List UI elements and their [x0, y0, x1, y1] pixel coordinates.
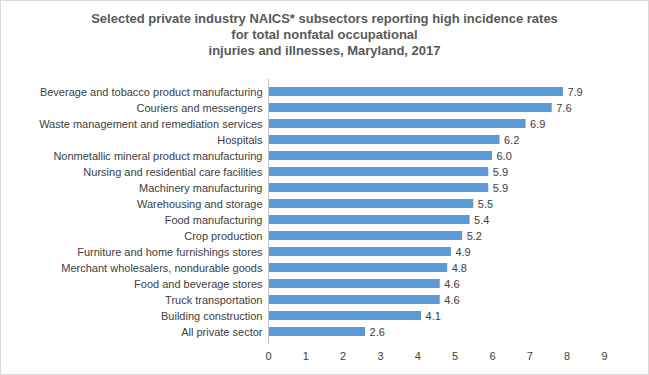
html-text:Selected private industry NAIC: Selected private industry NAICS* subsect… [91, 11, 558, 58]
svg-text:6.9: 6.9 [530, 118, 545, 130]
svg-text:6: 6 [489, 350, 495, 362]
svg-text:Warehousing and storage: Warehousing and storage [137, 198, 263, 210]
svg-text:Waste management and remediati: Waste management and remediation service… [39, 118, 263, 130]
svg-text:4: 4 [415, 350, 421, 362]
svg-text:Hospitals: Hospitals [217, 134, 263, 146]
svg-text:5.4: 5.4 [474, 214, 489, 226]
svg-text:4.6: 4.6 [444, 278, 459, 290]
svg-text:4.9: 4.9 [455, 246, 470, 258]
svg-text:7.6: 7.6 [556, 102, 571, 114]
svg-text:2: 2 [340, 350, 346, 362]
svg-text:6.0: 6.0 [497, 150, 512, 162]
svg-text:9: 9 [601, 350, 607, 362]
svg-text:Crop production: Crop production [184, 230, 262, 242]
svg-text:3: 3 [377, 350, 383, 362]
svg-text:1: 1 [303, 350, 309, 362]
svg-text:5.2: 5.2 [467, 230, 482, 242]
svg-text:4.6: 4.6 [444, 294, 459, 306]
svg-text:6.2: 6.2 [504, 134, 519, 146]
svg-text:2.6: 2.6 [370, 326, 385, 338]
svg-text:4.1: 4.1 [426, 310, 441, 322]
svg-text:Furniture and home furnishings: Furniture and home furnishings stores [77, 246, 263, 258]
svg-text:0: 0 [265, 350, 271, 362]
svg-text:5.9: 5.9 [493, 166, 508, 178]
svg-text:8: 8 [564, 350, 570, 362]
svg-text:Machinery manufacturing: Machinery manufacturing [139, 182, 263, 194]
svg-text:Couriers and messengers: Couriers and messengers [137, 102, 263, 114]
svg-text:Truck transportation: Truck transportation [165, 294, 262, 306]
svg-text:Beverage and tobacco product m: Beverage and tobacco product manufacturi… [40, 86, 263, 98]
svg-text:Nonmetallic mineral product ma: Nonmetallic mineral product manufacturin… [53, 150, 262, 162]
svg-text:Food and beverage stores: Food and beverage stores [134, 278, 263, 290]
svg-text:7.9: 7.9 [567, 86, 582, 98]
svg-text:7: 7 [527, 350, 533, 362]
svg-text:4.8: 4.8 [452, 262, 467, 274]
svg-text:5.9: 5.9 [493, 182, 508, 194]
svg-text:All private sector: All private sector [181, 326, 263, 338]
svg-text:Building construction: Building construction [161, 310, 263, 322]
svg-text:Food manufacturing: Food manufacturing [165, 214, 263, 226]
svg-text:Nursing and residential care f: Nursing and residential care facilities [83, 166, 263, 178]
svg-text:Merchant wholesalers, nondurab: Merchant wholesalers, nondurable goods [61, 262, 263, 274]
svg-text:5.5: 5.5 [478, 198, 493, 210]
svg-text:5: 5 [452, 350, 458, 362]
